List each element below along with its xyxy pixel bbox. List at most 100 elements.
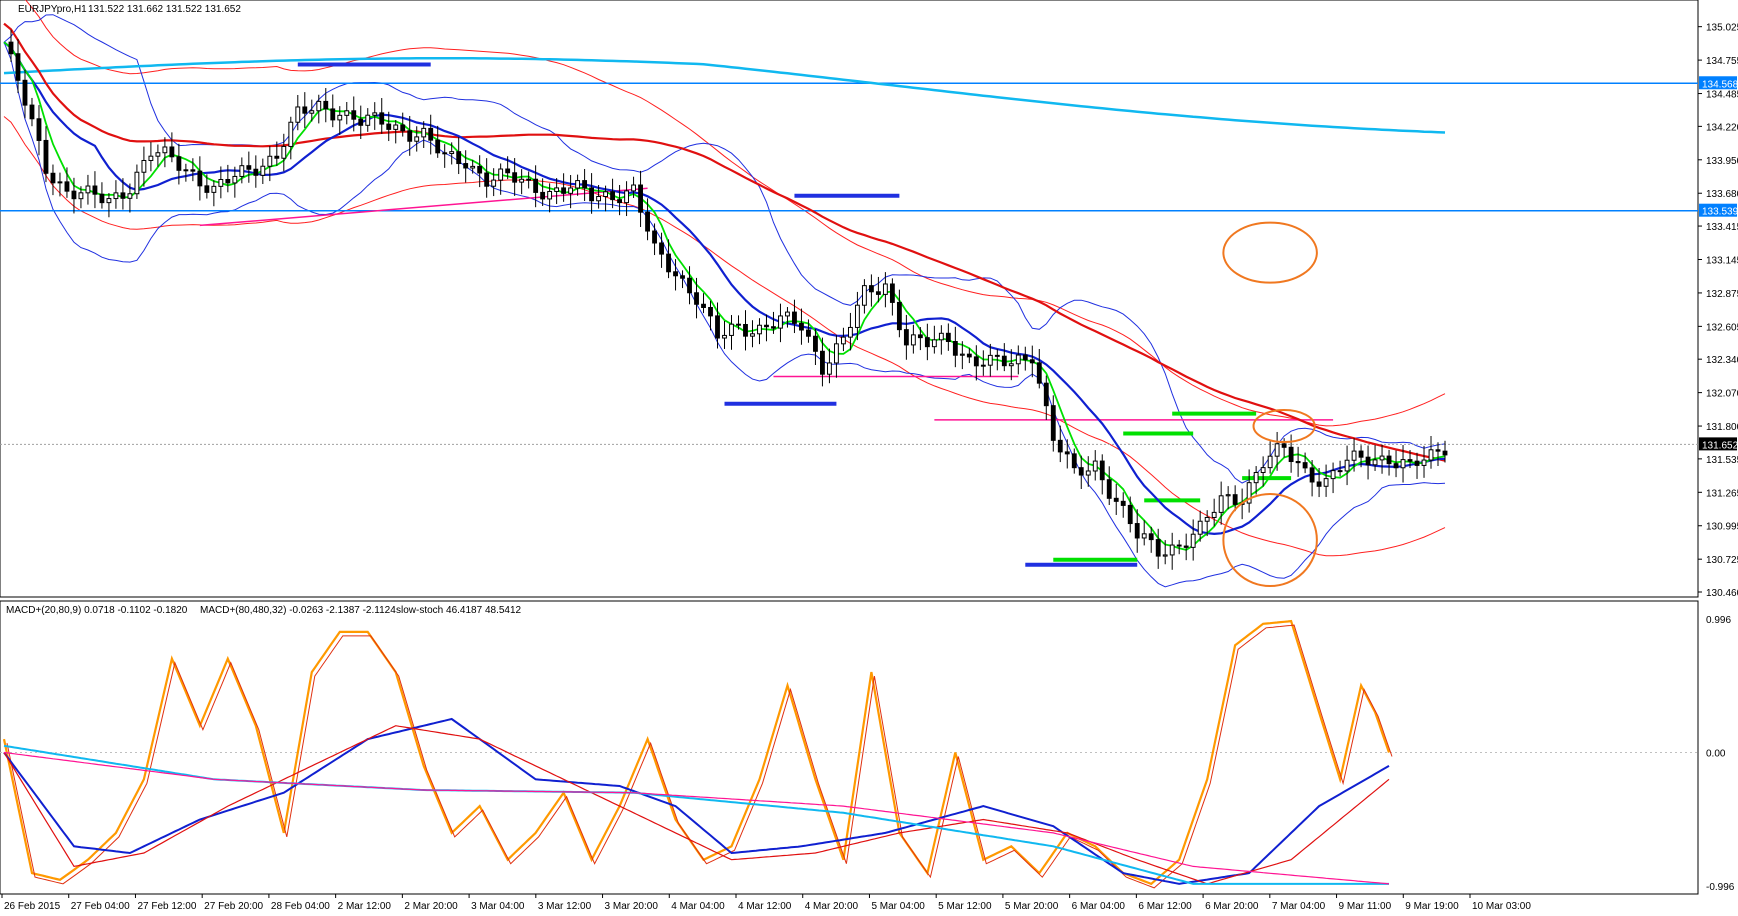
candle-up	[931, 339, 937, 348]
candle-up	[113, 192, 119, 200]
candle-down	[1302, 462, 1308, 469]
candle-down	[617, 199, 622, 204]
candle-up	[141, 159, 147, 173]
price-axis-label: 134.220	[1706, 122, 1738, 133]
candle-down	[736, 323, 741, 326]
candle-up	[750, 333, 755, 337]
candle-up	[260, 165, 266, 176]
price-tag-bg	[1699, 437, 1737, 451]
candle-down	[253, 168, 259, 176]
candle-up	[910, 334, 916, 346]
candle-up	[281, 145, 287, 159]
candle-down	[463, 163, 469, 169]
time-axis-label: 27 Feb 04:00	[71, 901, 130, 912]
candle-down	[799, 322, 804, 331]
candle-down	[701, 303, 706, 308]
candle-up	[938, 332, 944, 341]
candle-down	[358, 118, 364, 126]
candle-down	[743, 324, 748, 337]
candle-down	[875, 291, 881, 295]
candle-down	[1316, 481, 1322, 487]
candle-up	[127, 193, 133, 199]
price-panel[interactable]	[0, 0, 1699, 598]
candle-up	[575, 180, 581, 189]
candle-up	[267, 155, 273, 167]
price-axis-label: 134.485	[1706, 90, 1738, 101]
candle-up	[1162, 554, 1168, 557]
candle-up	[288, 121, 294, 147]
candle-down	[694, 292, 699, 305]
candle-up	[1267, 455, 1273, 469]
candle-up	[1421, 459, 1427, 466]
candle-down	[512, 172, 518, 183]
candle-down	[197, 170, 203, 187]
candle-down	[456, 151, 462, 165]
candle-up	[1330, 470, 1336, 480]
candle-down	[274, 155, 280, 159]
candle-down	[896, 301, 902, 331]
candle-down	[351, 110, 357, 120]
candle-down	[323, 100, 329, 110]
candle-up	[526, 178, 532, 181]
price-axis-label: 132.070	[1706, 389, 1738, 400]
time-axis-label: 9 Mar 19:00	[1405, 901, 1459, 912]
candle-down	[771, 326, 776, 329]
time-axis-label: 3 Mar 20:00	[605, 901, 659, 912]
candle-down	[917, 334, 923, 339]
candle-down	[176, 156, 182, 171]
candle-down	[1281, 443, 1287, 448]
time-axis-label: 6 Mar 12:00	[1138, 901, 1192, 912]
candle-down	[1127, 504, 1133, 525]
annotation-ellipse[interactable]	[1222, 492, 1318, 587]
price-tag: 134.568	[1699, 76, 1738, 90]
time-axis-label: 4 Mar 04:00	[671, 901, 725, 912]
candle-down	[687, 277, 692, 294]
candle-up	[78, 192, 84, 200]
candle-down	[435, 139, 441, 154]
candle-down	[407, 130, 413, 142]
price-axis-label: 131.800	[1706, 422, 1738, 433]
support-resistance-line[interactable]	[199, 187, 648, 227]
bollinger-lower-line	[3, 42, 1446, 588]
candle-down	[169, 146, 175, 158]
candle-down	[764, 324, 769, 328]
candle-down	[903, 329, 909, 346]
candle-up	[134, 171, 140, 195]
indicator-series-line	[3, 725, 1390, 885]
candle-up	[1400, 459, 1406, 469]
price-tag: 131.652	[1699, 437, 1738, 451]
candle-up	[1253, 472, 1259, 484]
indicator-axis-label: 0.00	[1706, 749, 1726, 760]
candle-down	[561, 187, 567, 194]
candle-down	[1120, 500, 1126, 506]
candle-down	[428, 127, 434, 141]
candle-up	[162, 146, 168, 154]
candle-down	[190, 169, 196, 172]
candle-down	[225, 178, 231, 184]
price-axis-label: 134.755	[1706, 56, 1738, 67]
annotation-ellipse[interactable]	[1252, 409, 1316, 444]
candle-up	[421, 127, 427, 138]
candle-down	[533, 178, 539, 193]
price-tag-label: 134.568	[1702, 79, 1738, 90]
candle-down	[652, 230, 657, 244]
candle-up	[1197, 520, 1203, 535]
indicator-axis-label: -0.996	[1706, 882, 1735, 893]
candle-up	[1323, 478, 1329, 487]
fast-ma-line	[3, 41, 1446, 551]
annotation-ellipse[interactable]	[1222, 221, 1318, 284]
price-layer	[0, 0, 1698, 588]
candle-up	[232, 175, 238, 184]
candle-down	[1057, 439, 1063, 453]
indicator-panel[interactable]	[0, 600, 1699, 895]
candle-down	[379, 112, 385, 125]
candle-down	[1414, 460, 1420, 466]
candle-down	[715, 315, 720, 339]
candle-down	[1176, 544, 1182, 547]
time-axis-label: 5 Mar 12:00	[938, 901, 992, 912]
candle-up	[959, 353, 965, 356]
candle-down	[666, 253, 671, 273]
candle-up	[596, 196, 602, 202]
price-header-symbol: EURJPYpro,H1	[18, 4, 87, 15]
candle-up	[337, 114, 343, 121]
